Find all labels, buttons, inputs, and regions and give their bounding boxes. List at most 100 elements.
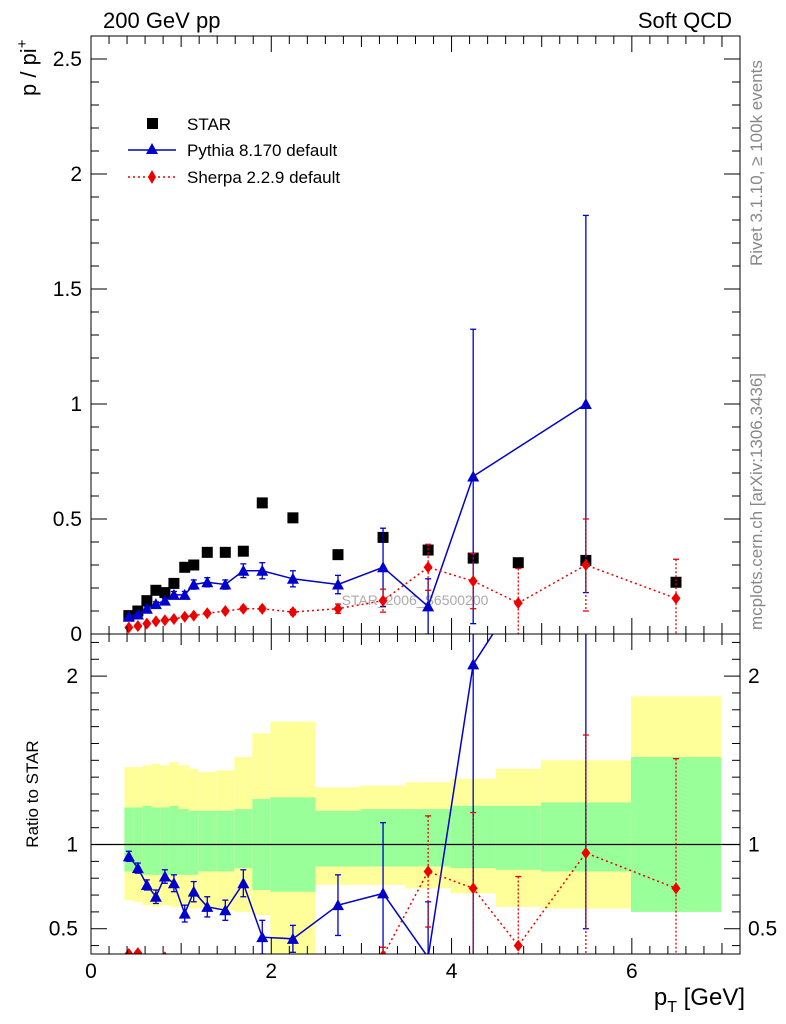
y-label-superscript: + — [14, 39, 31, 48]
main-star-point-13 — [332, 549, 344, 561]
ratio-sherpa-point-8 — [203, 965, 212, 977]
band-inner-9 — [216, 810, 235, 872]
main-pythia-point-2 — [140, 602, 153, 614]
main-star-point-8 — [201, 546, 213, 558]
main-sherpa-point-1 — [133, 619, 143, 632]
main-pythia-point-7 — [187, 578, 200, 590]
band-inner-10 — [234, 809, 253, 869]
main-pythia-point-11 — [256, 564, 269, 576]
main-pythia-line — [128, 403, 587, 618]
main-plot-marks — [122, 214, 682, 634]
ratio-sherpa-point-17 — [513, 939, 523, 952]
main-sherpa-point-7 — [189, 609, 199, 622]
ratio-plot-marks — [122, 634, 681, 987]
main-y-tick-label: 0 — [70, 623, 82, 646]
main-star-point-2 — [141, 595, 153, 607]
main-sherpa-point-15 — [423, 561, 433, 574]
main-star-point-12 — [287, 512, 299, 524]
x-label-units: [GeV] — [677, 984, 745, 1011]
ratio-pythia-point-8 — [201, 900, 214, 912]
ratio-sherpa-point-19 — [671, 882, 681, 895]
main-pythia-point-9 — [219, 578, 232, 590]
main-pythia-point-5 — [167, 588, 180, 600]
main-pythia-point-0 — [122, 610, 135, 622]
main-y-tick-label: 1 — [70, 393, 82, 416]
ratio-pythia-point-3 — [149, 890, 162, 902]
main-star-point-19 — [670, 576, 682, 588]
rivet-version-label: Rivet 3.1.10, ≥ 100k events — [747, 60, 766, 266]
ratio-pythia-point-11 — [256, 931, 269, 943]
band-inner-8 — [198, 810, 217, 872]
legend: STAR Pythia 8.170 default Sherpa 2.2.9 d… — [128, 115, 340, 187]
main-sherpa-point-9 — [220, 605, 230, 617]
main-sherpa-point-16 — [468, 575, 478, 588]
main-sherpa-point-17 — [513, 596, 523, 609]
main-pythia-point-17 — [579, 398, 592, 409]
main-sherpa-line — [128, 564, 677, 629]
ratio-y-tick-label: 2 — [66, 665, 78, 688]
main-pythia-point-6 — [178, 588, 191, 600]
legend-label-pythia: Pythia 8.170 default — [187, 141, 338, 160]
legend-marker-star — [147, 118, 158, 129]
ratio-sherpa-point-7 — [189, 961, 198, 973]
x-tick-label: 6 — [626, 960, 638, 983]
main-star-point-9 — [219, 546, 231, 558]
band-inner-7 — [189, 810, 199, 875]
main-pythia-point-13 — [331, 578, 344, 590]
ratio-y-tick-label: 0.5 — [49, 918, 78, 941]
band-inner-5 — [169, 805, 179, 875]
main-y-tick-label: 1.5 — [53, 278, 82, 301]
ratio-sherpa-point-14 — [379, 949, 387, 954]
main-star-point-6 — [179, 561, 191, 573]
main-pythia-point-4 — [158, 594, 171, 606]
analysis-watermark: STAR_2006_S6500200 — [342, 592, 489, 608]
ratio-uncertainty-bands — [124, 696, 722, 954]
mcplots-reference-label: mcplots.cern.ch [arXiv:1306.3436] — [747, 373, 766, 630]
main-y-tick-label: 2 — [70, 163, 82, 186]
ratio-pythia-point-1 — [131, 862, 144, 874]
band-inner-6 — [178, 809, 190, 875]
ratio-y-tick-label: 1 — [66, 834, 78, 857]
ratio-sherpa-point-4 — [162, 951, 167, 954]
ratio-sherpa-point-16 — [468, 882, 478, 895]
main-star-point-17 — [512, 557, 524, 569]
main-sherpa-point-5 — [169, 613, 179, 626]
ratio-sherpa-point-13 — [337, 953, 339, 954]
ratio-y-tick-label: 0.5 — [748, 918, 777, 941]
main-sherpa-point-14 — [378, 594, 388, 607]
main-pythia-point-16 — [467, 470, 480, 482]
band-inner-17 — [495, 805, 541, 870]
legend-marker-pythia — [146, 143, 158, 154]
ratio-pythia-point-9 — [219, 904, 232, 916]
ratio-sherpa-point-12 — [288, 975, 297, 987]
ratio-sherpa-point-15 — [423, 865, 433, 878]
main-y-tick-label: 2.5 — [53, 48, 82, 71]
ratio-pythia-point-5 — [167, 877, 180, 889]
x-tick-label: 0 — [85, 960, 97, 983]
main-sherpa-point-12 — [288, 606, 298, 619]
main-pythia-point-10 — [237, 564, 250, 576]
ratio-y-tick-label: 1 — [748, 834, 760, 857]
ratio-pythia-point-13 — [331, 899, 344, 911]
main-pythia-point-14 — [377, 561, 390, 573]
x-label-subscript: T — [667, 999, 677, 1016]
category-label: Soft QCD — [638, 8, 732, 33]
main-star-point-11 — [256, 497, 268, 509]
legend-label-star: STAR — [187, 115, 231, 134]
ratio-pythia-point-10 — [237, 877, 250, 889]
main-pythia-point-12 — [286, 572, 299, 584]
ratio-sherpa-point-2 — [142, 955, 151, 967]
ratio-sherpa-point-18 — [581, 846, 591, 859]
ratio-pythia-point-16 — [467, 658, 480, 670]
main-sherpa-point-6 — [180, 610, 190, 623]
ratio-pythia-point-0 — [122, 850, 135, 862]
main-sherpa-point-11 — [257, 602, 267, 615]
ratio-sherpa-point-9 — [221, 960, 230, 972]
ratio-sherpa-point-5 — [169, 956, 178, 968]
ratio-pythia-point-4 — [158, 870, 171, 882]
main-pythia-point-15 — [422, 600, 435, 612]
main-y-axis-label: p / pi+ — [14, 39, 41, 96]
band-inner-3 — [151, 807, 161, 875]
x-tick-label: 2 — [265, 960, 277, 983]
ratio-pythia-point-12 — [286, 932, 299, 944]
